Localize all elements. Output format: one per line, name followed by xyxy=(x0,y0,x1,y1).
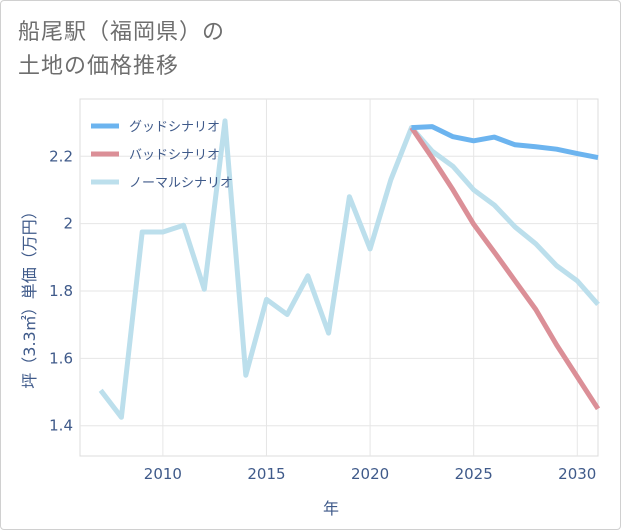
legend-item-bad[interactable]: バッドシナリオ xyxy=(91,148,220,163)
x-tick-label: 2010 xyxy=(144,465,182,483)
chart-title: 船尾駅（福岡県）の 土地の価格推移 xyxy=(18,16,378,84)
x-tick-label: 2030 xyxy=(558,465,596,483)
y-tick-label: 1.6 xyxy=(49,349,73,367)
series-line-good xyxy=(411,124,599,161)
legend-label: ノーマルシナリオ xyxy=(129,176,233,191)
chart-title-line1: 船尾駅（福岡県）の xyxy=(18,20,226,45)
series-line-bad xyxy=(409,126,601,411)
plot-area xyxy=(79,98,599,457)
x-tick-label: 2025 xyxy=(455,465,493,483)
chart-title-line2: 土地の価格推移 xyxy=(18,54,180,79)
x-axis-label: 年 xyxy=(323,499,339,518)
y-axis-label: 坪（3.3㎡）単価（万円） xyxy=(20,203,39,388)
legend-item-good[interactable]: グッドシナリオ xyxy=(91,120,220,135)
axis-ticks: 2010 2015 2020 2025 2030 1.4 1.6 1.8 2 2.2 xyxy=(49,147,596,483)
y-tick-label: 2.2 xyxy=(49,147,73,165)
legend-label: バッドシナリオ xyxy=(129,148,220,163)
x-tick-label: 2015 xyxy=(247,465,285,483)
grid-lines xyxy=(80,99,598,456)
x-tick-label: 2020 xyxy=(351,465,389,483)
series-line-normal xyxy=(98,118,600,420)
y-tick-label: 1.8 xyxy=(49,282,73,300)
y-tick-label: 1.4 xyxy=(49,417,73,435)
y-tick-label: 2 xyxy=(63,215,73,233)
legend-item-normal[interactable]: ノーマルシナリオ xyxy=(91,176,233,191)
legend-label: グッドシナリオ xyxy=(129,120,220,135)
series-layer xyxy=(98,118,601,420)
